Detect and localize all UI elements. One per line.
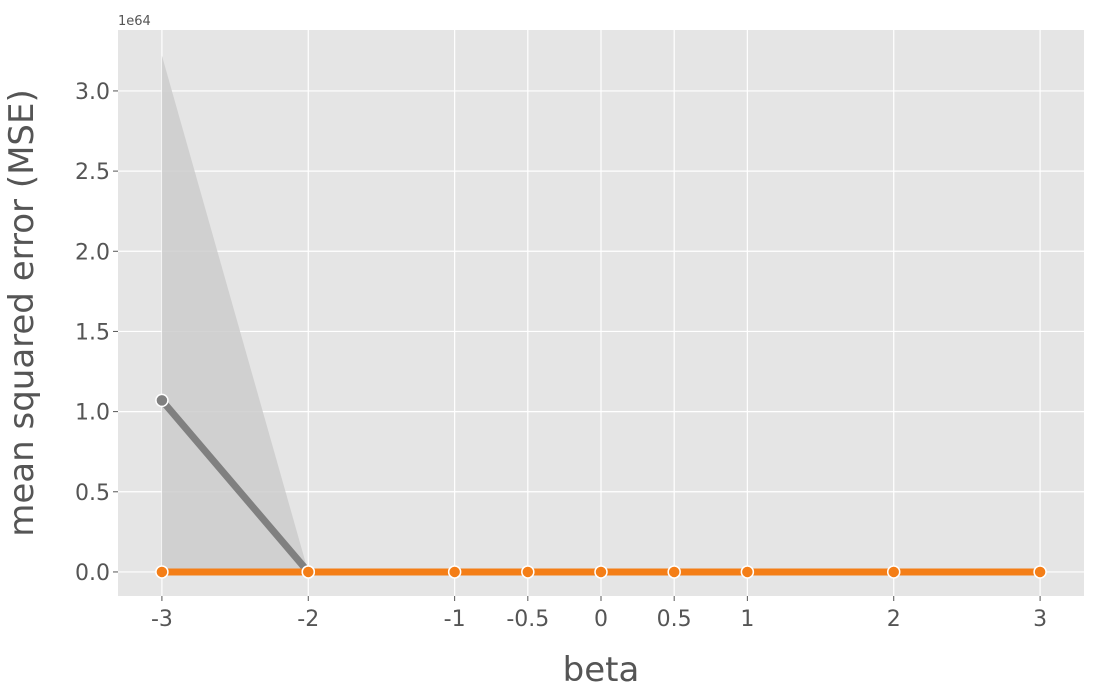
x-tick-label-0: -3: [151, 607, 173, 632]
x-tick-label-1: -2: [297, 607, 319, 632]
y-tick-label-0: 0.0: [75, 561, 110, 586]
series-1-point-1: [301, 565, 316, 579]
series-1-point-3: [521, 565, 535, 579]
x-tick-labels: -3 -2 -1 -0.5 0 0.5 1 2 3: [151, 596, 1047, 632]
x-tick-label-6: 1: [740, 607, 754, 632]
series-markers: [155, 393, 1047, 579]
y-tick-labels: 0.0 0.5 1.0 1.5 2.0 2.5 3.0: [75, 80, 118, 586]
x-axis-title: beta: [563, 650, 640, 690]
x-tick-label-7: 2: [887, 607, 901, 632]
x-tick-label-4: 0: [594, 607, 608, 632]
series-1-point-4: [594, 565, 608, 579]
series-1-point-8: [1033, 565, 1047, 579]
series-1-point-0: [155, 565, 169, 579]
y-tick-label-1: 0.5: [75, 481, 110, 506]
series-1-point-6: [740, 565, 755, 579]
x-tick-label-8: 3: [1033, 607, 1047, 632]
y-tick-label-6: 3.0: [75, 80, 110, 105]
series-1-point-5: [667, 565, 681, 579]
x-tick-label-2: -1: [444, 607, 466, 632]
series-1-point-2: [447, 565, 462, 579]
y-tick-label-4: 2.0: [75, 240, 110, 265]
y-tick-label-5: 2.5: [75, 160, 110, 185]
y-offset-label: 1e64: [118, 14, 151, 29]
series-0-point-0: [155, 393, 169, 408]
series-0-line: [158, 396, 312, 576]
x-tick-label-5: 0.5: [657, 607, 692, 632]
series-1-point-7: [886, 565, 901, 579]
y-tick-label-3: 1.5: [75, 320, 110, 345]
x-tick-label-3: -0.5: [506, 607, 549, 632]
y-tick-label-2: 1.0: [75, 401, 110, 426]
y-axis-title: mean squared error (MSE): [2, 89, 42, 537]
